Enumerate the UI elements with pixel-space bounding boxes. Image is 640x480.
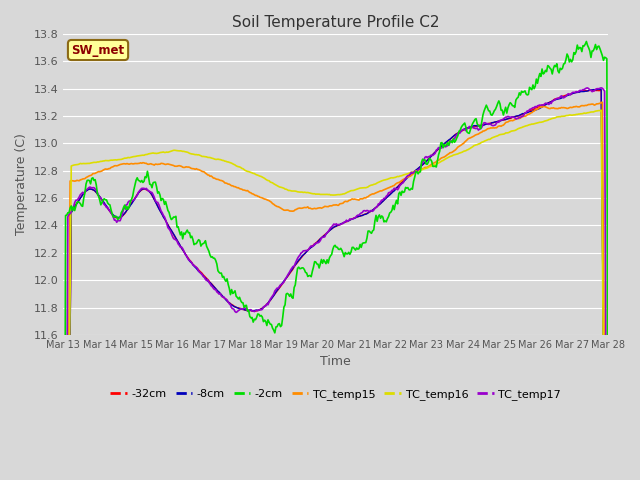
Legend: -32cm, -8cm, -2cm, TC_temp15, TC_temp16, TC_temp17: -32cm, -8cm, -2cm, TC_temp15, TC_temp16,…	[106, 385, 565, 405]
X-axis label: Time: Time	[320, 355, 351, 368]
Title: Soil Temperature Profile C2: Soil Temperature Profile C2	[232, 15, 440, 30]
Y-axis label: Temperature (C): Temperature (C)	[15, 133, 28, 235]
Text: SW_met: SW_met	[72, 44, 125, 57]
